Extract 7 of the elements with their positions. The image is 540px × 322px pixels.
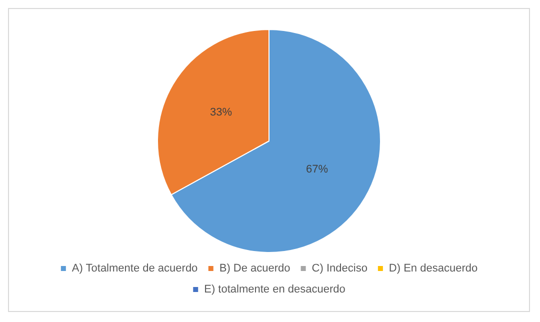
- data-label: 67%: [306, 163, 328, 176]
- legend-label: D) En desacuerdo: [388, 262, 478, 275]
- legend-label: A) Totalmente de acuerdo: [72, 262, 198, 275]
- data-label: 33%: [210, 106, 232, 119]
- legend-label: B) De acuerdo: [219, 262, 290, 275]
- legend-label: E) totalmente en desacuerdo: [204, 284, 346, 296]
- legend-label: C) Indeciso: [312, 262, 368, 275]
